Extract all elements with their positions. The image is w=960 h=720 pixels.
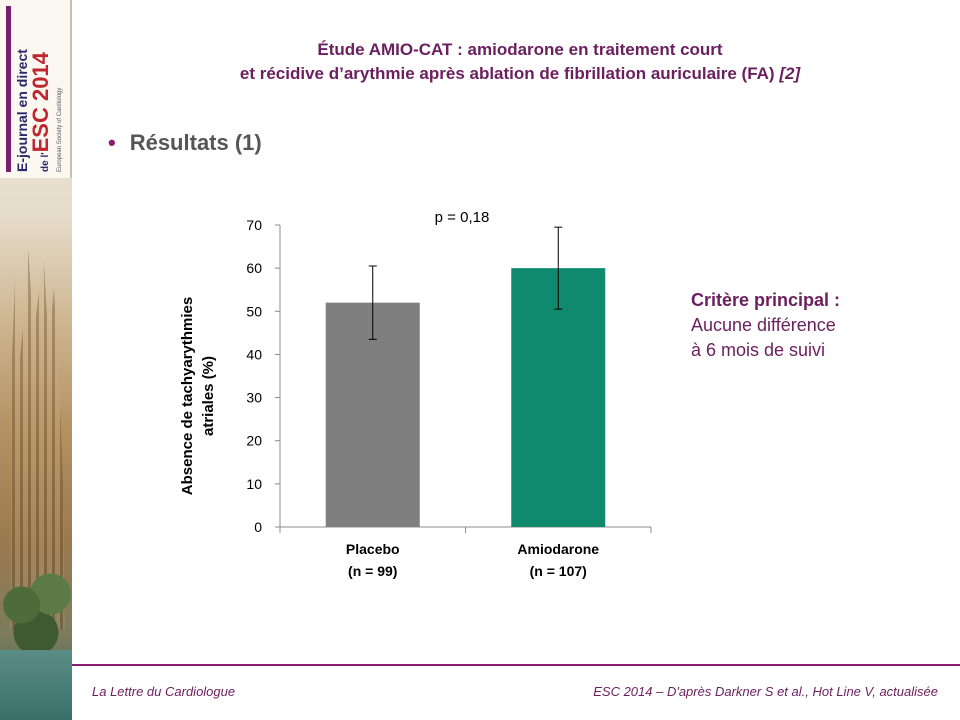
x-tick-sublabel: (n = 107) — [530, 563, 587, 579]
footer-source: ESC 2014 – D'après Darkner S et al., Hot… — [593, 684, 938, 699]
bar-amiodarone — [511, 268, 606, 527]
x-tick-sublabel: (n = 99) — [348, 563, 397, 579]
y-tick-label: 0 — [254, 519, 262, 535]
y-axis-label-line1: Absence de tachyarythmies — [179, 297, 196, 495]
footer-journal: La Lettre du Cardiologue — [92, 684, 236, 699]
note-line1: Aucune différence — [691, 315, 836, 335]
y-axis-label-line2: atriales (%) — [200, 356, 217, 436]
note-heading: Critère principal : — [691, 290, 841, 310]
y-tick-label: 70 — [246, 217, 262, 233]
esc-logo: E-journal en direct de l'ESC 2014 Europe… — [0, 0, 72, 178]
title-line2-text: et récidive d’arythmie après ablation de… — [239, 64, 775, 83]
y-tick-label: 50 — [246, 303, 262, 319]
primary-endpoint-note: Critère principal : Aucune différence à … — [691, 288, 840, 363]
note-line2: à 6 mois de suivi — [691, 340, 826, 360]
logo-bar — [6, 6, 11, 172]
title-reference: [2] — [779, 64, 801, 83]
y-tick-label: 10 — [246, 476, 262, 492]
section-heading-text: Résultats (1) — [129, 130, 262, 155]
section-heading: • Résultats (1) — [108, 130, 262, 156]
slide-title: Étude AMIO-CAT : amiodarone en traitemen… — [90, 38, 950, 86]
water-illustration — [0, 650, 72, 720]
y-tick-label: 30 — [246, 390, 262, 406]
trees-illustration — [0, 550, 72, 660]
p-value-annotation: p = 0,18 — [435, 209, 490, 226]
title-line2: et récidive d’arythmie après ablation de… — [90, 62, 950, 86]
y-tick-label: 20 — [246, 433, 262, 449]
title-line1: Étude AMIO-CAT : amiodarone en traitemen… — [317, 40, 723, 59]
x-tick-label: Amiodarone — [517, 541, 599, 557]
bar-placebo — [325, 302, 420, 527]
y-tick-label: 60 — [246, 260, 262, 276]
y-tick-label: 40 — [246, 346, 262, 362]
bullet-icon: • — [108, 130, 116, 155]
x-tick-label: Placebo — [346, 541, 400, 557]
footer-divider — [72, 664, 960, 666]
